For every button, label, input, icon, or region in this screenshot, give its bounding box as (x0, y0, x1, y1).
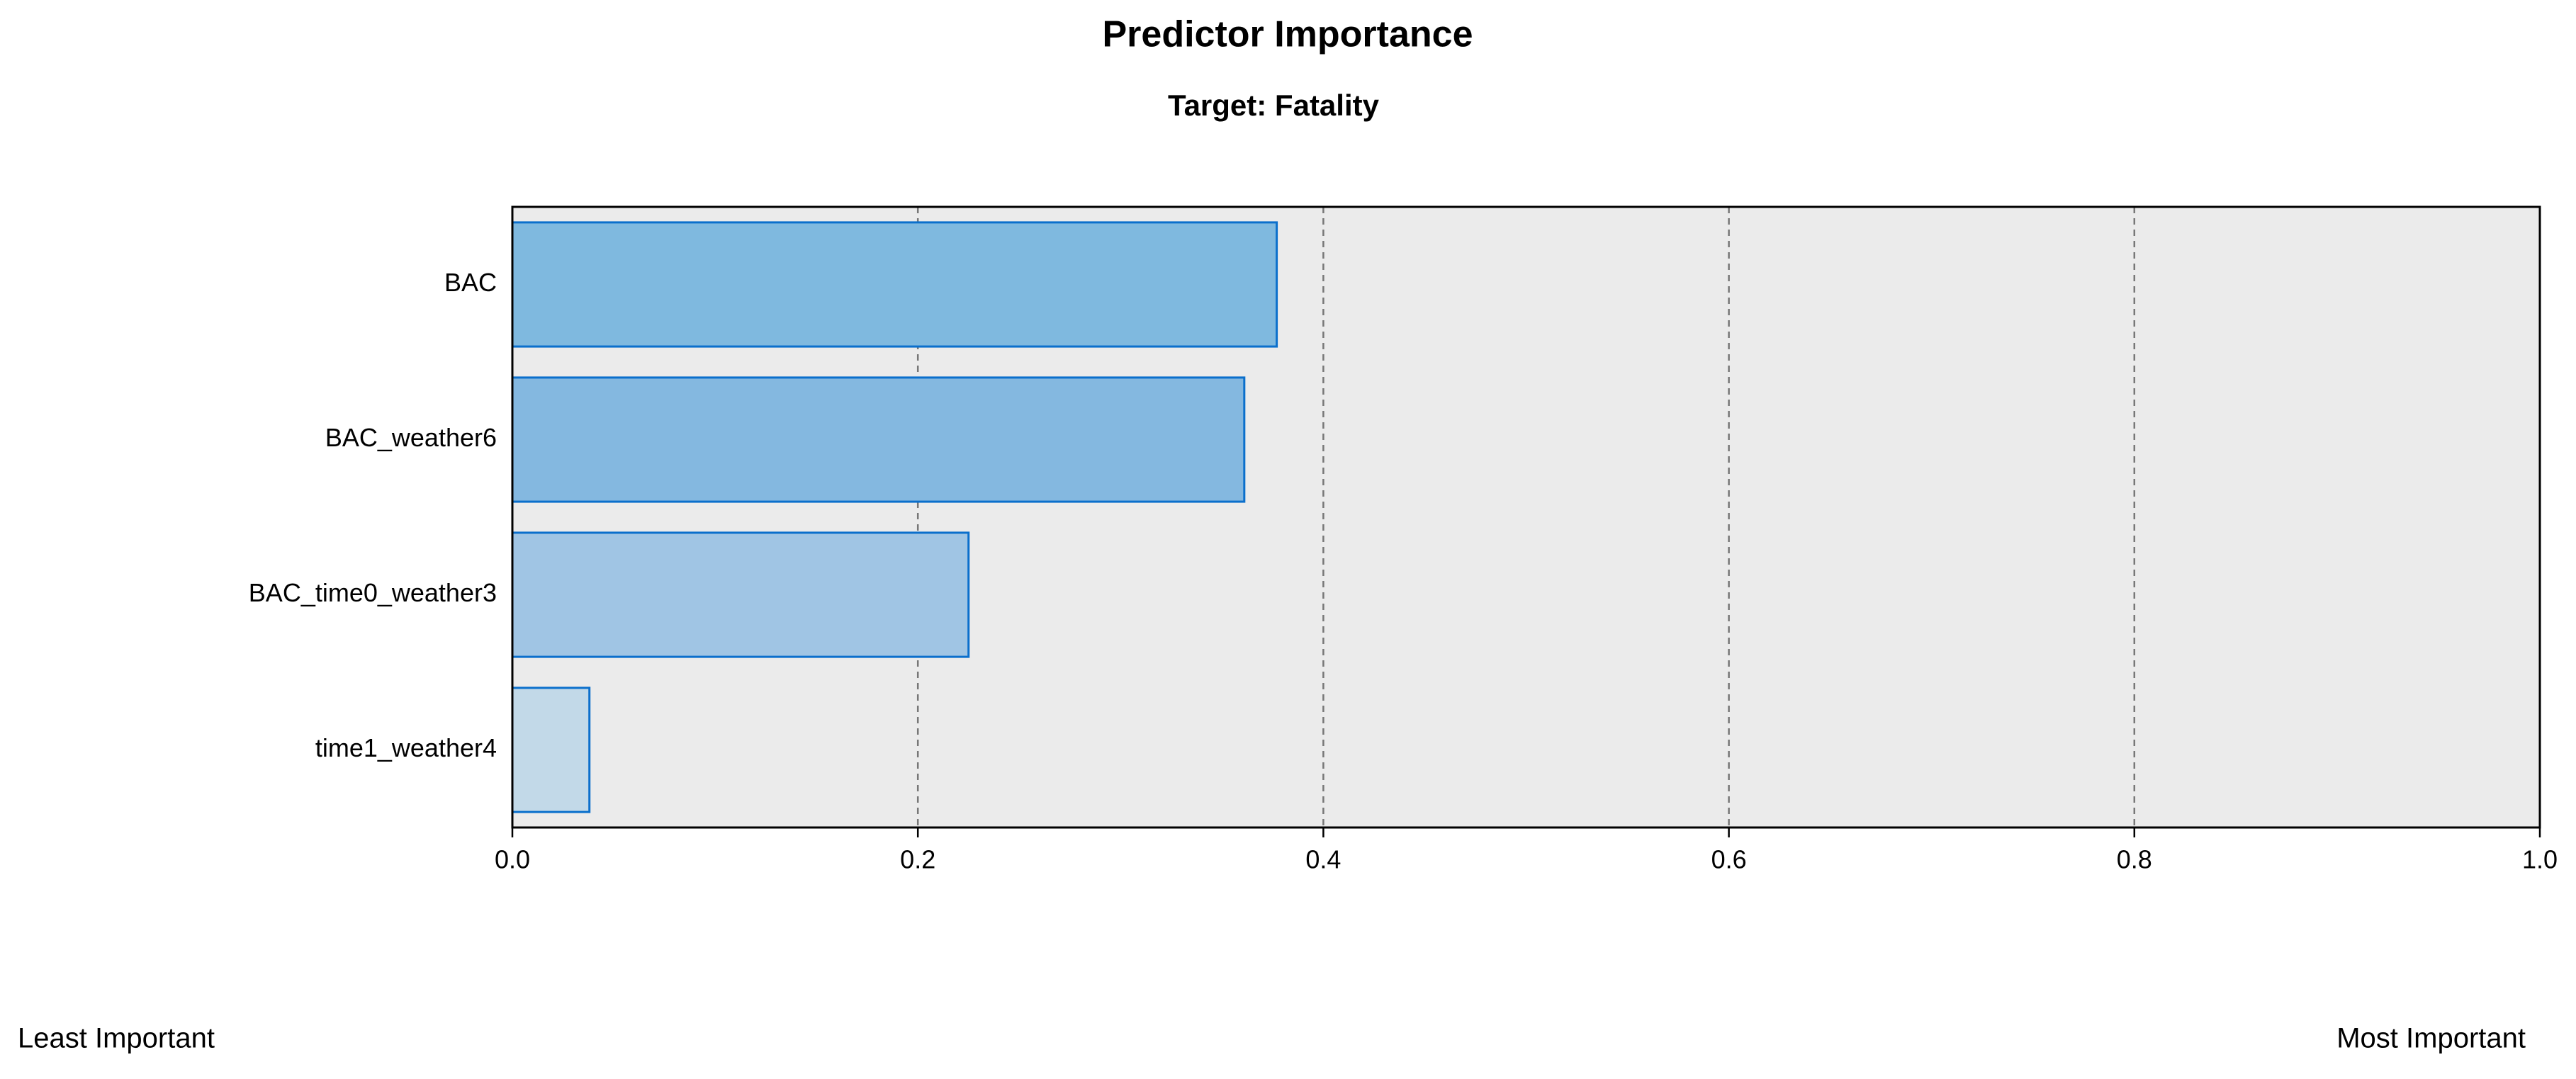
y-tick-label: BAC_time0_weather3 (249, 578, 497, 607)
annotation-left: Least Important (18, 1023, 215, 1054)
chart-subtitle: Target: Fatality (1168, 89, 1380, 122)
chart-title: Predictor Importance (1102, 14, 1473, 55)
x-tick-label: 0.0 (495, 845, 530, 874)
x-tick-label: 1.0 (2522, 845, 2558, 874)
bar (511, 687, 591, 813)
x-tick-label: 0.6 (1711, 845, 1747, 874)
y-tick-label: BAC_weather6 (325, 423, 497, 452)
plot-border (511, 205, 2541, 829)
bar (511, 221, 1278, 348)
x-tick-label: 0.2 (900, 845, 935, 874)
bar (511, 531, 970, 658)
y-tick-label: time1_weather4 (315, 733, 497, 762)
x-tick-label: 0.4 (1305, 845, 1341, 874)
annotation-right: Most Important (2336, 1023, 2526, 1054)
x-tick-label: 0.8 (2117, 845, 2152, 874)
bar (511, 376, 1246, 503)
y-tick-label: BAC (444, 268, 497, 297)
